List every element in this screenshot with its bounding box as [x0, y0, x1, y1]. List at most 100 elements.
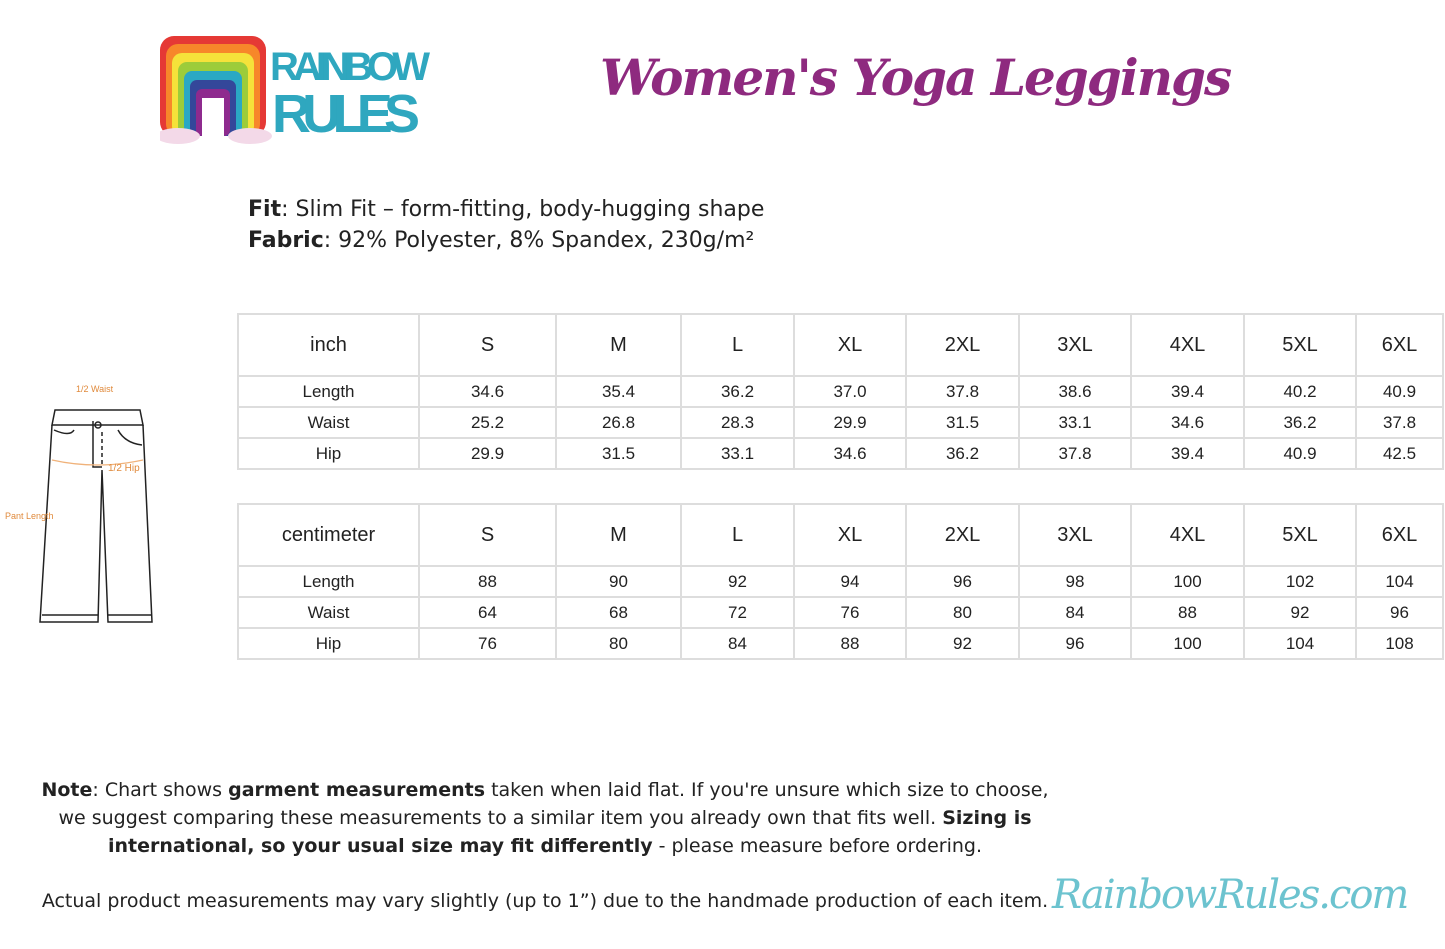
measurement-cell: 88 — [1130, 596, 1245, 629]
measurement-cell: 34.6 — [418, 375, 557, 408]
size-header: 5XL — [1243, 313, 1357, 377]
fabric-value: : 92% Polyester, 8% Spandex, 230g/m² — [323, 228, 755, 253]
table-row: Hip 29.9 31.5 33.1 34.6 36.2 37.8 39.4 40.9 42.5 — [237, 437, 1444, 470]
measurement-cell: 39.4 — [1130, 375, 1245, 408]
measurement-cell: 104 — [1355, 565, 1444, 598]
measurement-cell: 90 — [555, 565, 682, 598]
measurement-cell: 100 — [1130, 627, 1245, 660]
measurement-cell: 108 — [1355, 627, 1444, 660]
measurement-cell: 68 — [555, 596, 682, 629]
row-label: Length — [237, 375, 420, 408]
measurement-cell: 40.2 — [1243, 375, 1357, 408]
measurement-cell: 35.4 — [555, 375, 682, 408]
size-header: 4XL — [1130, 503, 1245, 567]
size-header: M — [555, 313, 682, 377]
measurement-cell: 37.8 — [1018, 437, 1132, 470]
cm-size-table: centimeter S M L XL 2XL 3XL 4XL 5XL 6XL Length 88 9… — [237, 503, 1444, 660]
pants-measurement-diagram: 1/2 Waist 1/2 Hip Pant Length — [5, 384, 153, 623]
size-header: L — [680, 503, 795, 567]
fit-label: Fit — [248, 197, 282, 222]
size-header: 2XL — [905, 313, 1020, 377]
size-header: XL — [793, 313, 907, 377]
measurement-cell: 92 — [680, 565, 795, 598]
measurement-cell: 36.2 — [680, 375, 795, 408]
size-header: XL — [793, 503, 907, 567]
measurement-cell: 76 — [793, 596, 907, 629]
size-header: 3XL — [1018, 313, 1132, 377]
measurement-cell: 38.6 — [1018, 375, 1132, 408]
row-label: Hip — [237, 627, 420, 660]
measurement-cell: 37.8 — [1355, 406, 1444, 439]
measurement-cell: 29.9 — [793, 406, 907, 439]
measurement-cell: 33.1 — [680, 437, 795, 470]
measurement-cell: 64 — [418, 596, 557, 629]
note-bold: garment measurements — [228, 779, 486, 801]
table-row: Length 34.6 35.4 36.2 37.0 37.8 38.6 39.4 40.2 40… — [237, 375, 1444, 408]
measurement-cell: 40.9 — [1355, 375, 1444, 408]
table-row: Waist 64 68 72 76 80 84 88 92 96 — [237, 596, 1444, 629]
page-title: Women's Yoga Leggings — [600, 48, 1232, 107]
rainbow-rules-logo: RAINBOW RULES — [160, 36, 430, 144]
size-header: S — [418, 503, 557, 567]
waist-label: 1/2 Waist — [76, 384, 114, 394]
size-header: 2XL — [905, 503, 1020, 567]
unit-header: inch — [237, 313, 420, 377]
measurement-cell: 28.3 — [680, 406, 795, 439]
fit-value: : Slim Fit – form-fitting, body-hugging … — [281, 197, 765, 222]
measurement-cell: 96 — [1018, 627, 1132, 660]
fit-spec: Fit: Slim Fit – form-fitting, body-huggi… — [248, 197, 764, 222]
table-row: Waist 25.2 26.8 28.3 29.9 31.5 33.1 34.6 36.2 37.… — [237, 406, 1444, 439]
measurement-cell: 31.5 — [555, 437, 682, 470]
row-label: Length — [237, 565, 420, 598]
measurement-cell: 88 — [793, 627, 907, 660]
row-label: Waist — [237, 596, 420, 629]
disclaimer-text: Actual product measurements may vary sli… — [41, 890, 1049, 912]
size-header: S — [418, 313, 557, 377]
header-row: inch S M L XL 2XL 3XL 4XL 5XL 6XL — [237, 313, 1444, 377]
measurement-cell: 96 — [905, 565, 1020, 598]
measurement-cell: 92 — [905, 627, 1020, 660]
size-header: 6XL — [1355, 503, 1444, 567]
fabric-spec: Fabric: 92% Polyester, 8% Spandex, 230g/… — [248, 228, 754, 253]
fabric-label: Fabric — [248, 228, 324, 253]
row-label: Hip — [237, 437, 420, 470]
size-header: 5XL — [1243, 503, 1357, 567]
website-link[interactable]: RainbowRules.com — [1052, 872, 1409, 918]
size-header: 4XL — [1130, 313, 1245, 377]
note-part: : Chart shows — [92, 779, 229, 801]
measurement-cell: 84 — [680, 627, 795, 660]
table-row: Hip 76 80 84 88 92 96 100 104 108 — [237, 627, 1444, 660]
note-part: taken when laid flat. If you're unsure w… — [58, 779, 1049, 829]
note-label: Note — [41, 779, 93, 801]
measurement-cell: 84 — [1018, 596, 1132, 629]
measurement-cell: 76 — [418, 627, 557, 660]
svg-text:RAINBOW: RAINBOW — [270, 45, 430, 89]
measurement-cell: 102 — [1243, 565, 1357, 598]
note-text: Note: Chart shows garment measurements t… — [0, 776, 1090, 860]
table-row: Length 88 90 92 94 96 98 100 102 104 — [237, 565, 1444, 598]
row-label: Waist — [237, 406, 420, 439]
measurement-cell: 34.6 — [793, 437, 907, 470]
measurement-cell: 26.8 — [555, 406, 682, 439]
size-header: 3XL — [1018, 503, 1132, 567]
size-header: M — [555, 503, 682, 567]
measurement-cell: 37.8 — [905, 375, 1020, 408]
length-label: Pant Length — [5, 511, 54, 521]
measurement-cell: 40.9 — [1243, 437, 1357, 470]
size-header: 6XL — [1355, 313, 1444, 377]
measurement-cell: 39.4 — [1130, 437, 1245, 470]
measurement-cell: 94 — [793, 565, 907, 598]
measurement-cell: 80 — [905, 596, 1020, 629]
unit-header: centimeter — [237, 503, 420, 567]
size-header: L — [680, 313, 795, 377]
measurement-cell: 33.1 — [1018, 406, 1132, 439]
measurement-cell: 88 — [418, 565, 557, 598]
measurement-cell: 98 — [1018, 565, 1132, 598]
measurement-cell: 31.5 — [905, 406, 1020, 439]
measurement-cell: 36.2 — [905, 437, 1020, 470]
measurement-cell: 25.2 — [418, 406, 557, 439]
measurement-cell: 29.9 — [418, 437, 557, 470]
hip-label: 1/2 Hip — [108, 463, 140, 474]
measurement-cell: 80 — [555, 627, 682, 660]
measurement-cell: 42.5 — [1355, 437, 1444, 470]
